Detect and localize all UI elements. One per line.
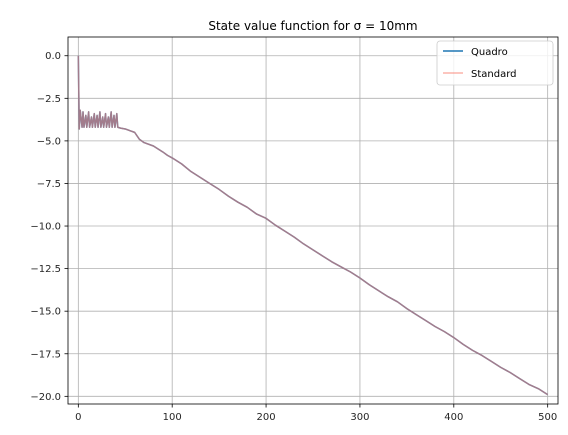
x-tick-label: 200: [257, 412, 276, 423]
y-tick-label: −17.5: [30, 349, 61, 360]
x-tick-label: 100: [163, 412, 182, 423]
x-tick-label: 300: [350, 412, 369, 423]
x-tick-label: 500: [538, 412, 557, 423]
y-axis-ticks: 0.0 −2.5 −5.0 −7.5 −10.0 −12.5 −15.0 −17.5 −20.0: [30, 51, 68, 403]
legend: Quadro Standard: [436, 40, 554, 86]
legend-label-standard: Standard: [471, 69, 517, 80]
x-tick-label: 400: [444, 412, 463, 423]
plot-lines: [77, 55, 549, 396]
y-tick-label: −12.5: [30, 264, 61, 275]
x-axis-ticks: 0 100 200 300 400 500: [75, 404, 557, 423]
y-tick-label: −10.0: [30, 222, 61, 233]
y-tick-label: −5.0: [37, 136, 61, 147]
legend-box: [436, 40, 554, 86]
y-tick-label: 0.0: [45, 51, 61, 62]
chart-title: State value function for σ = 10mm: [208, 19, 417, 33]
y-tick-label: −15.0: [30, 307, 61, 318]
series-line-standard: [77, 55, 549, 396]
y-tick-label: −2.5: [37, 94, 61, 105]
grid: [68, 37, 558, 404]
legend-label-quadro: Quadro: [471, 47, 508, 58]
x-tick-label: 0: [75, 412, 81, 423]
y-tick-label: −20.0: [30, 392, 61, 403]
plot-frame: [67, 36, 559, 405]
y-tick-label: −7.5: [37, 179, 61, 190]
